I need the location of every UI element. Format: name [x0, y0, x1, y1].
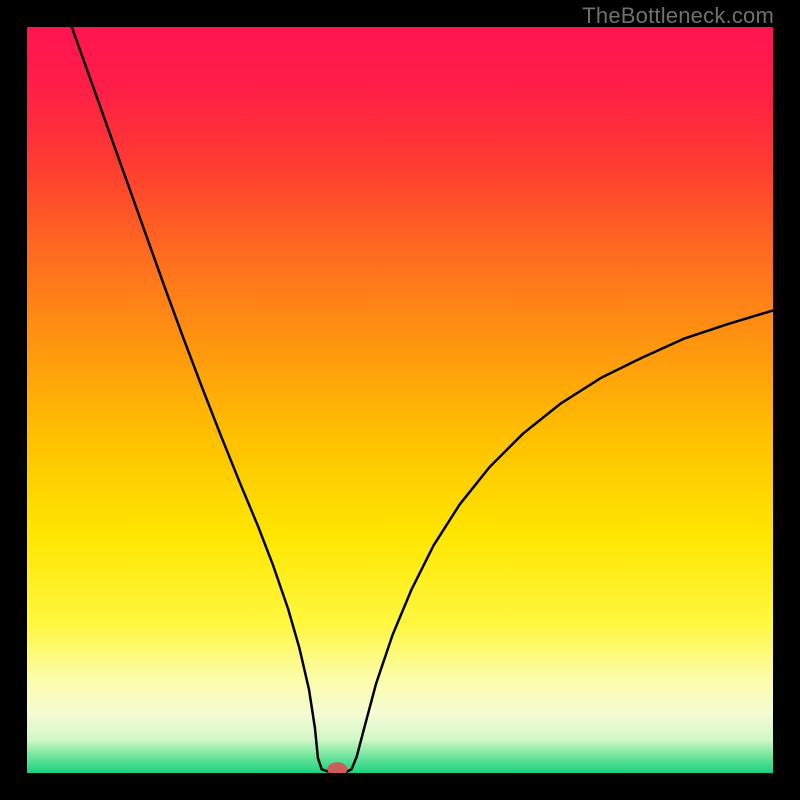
bottleneck-curve — [27, 27, 773, 773]
minimum-marker — [327, 762, 347, 773]
watermark-text: TheBottleneck.com — [582, 3, 774, 29]
plot-area — [27, 27, 773, 773]
outer-frame: TheBottleneck.com — [0, 0, 800, 800]
